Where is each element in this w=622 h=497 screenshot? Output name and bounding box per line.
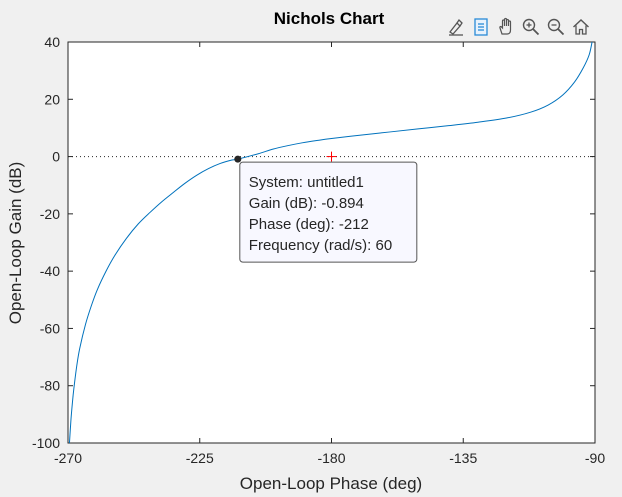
chart-title: Nichols Chart — [274, 9, 385, 28]
x-axis-label: Open-Loop Phase (deg) — [240, 474, 422, 493]
x-tick-label: -135 — [449, 450, 477, 466]
data-tip-line: Frequency (rad/s): 60 — [249, 237, 392, 254]
data-tip[interactable]: System: untitled1 Gain (dB): -0.894 Phas… — [234, 155, 418, 263]
nichols-response-line[interactable] — [68, 41, 593, 444]
home-icon — [573, 19, 589, 35]
y-tick-label: 40 — [44, 34, 60, 50]
home-button[interactable] — [569, 15, 593, 39]
y-tick-label: -20 — [40, 206, 60, 222]
y-tick-label: -80 — [40, 378, 60, 394]
data-tips-icon — [474, 18, 488, 36]
x-tick-label: -225 — [186, 450, 214, 466]
zoom-in-icon — [522, 18, 540, 36]
y-tick-label: 0 — [52, 149, 60, 165]
data-tip-box — [239, 161, 418, 263]
y-tick-label: -40 — [40, 263, 60, 279]
data-tip-line: System: untitled1 — [249, 174, 364, 191]
x-tick-label: -270 — [54, 450, 82, 466]
series-layer — [68, 41, 593, 444]
pan-icon — [499, 17, 512, 35]
zoom-in-button[interactable] — [519, 15, 543, 39]
pan-button[interactable] — [494, 15, 518, 39]
data-tips-button[interactable] — [469, 15, 493, 39]
data-tip-marker[interactable] — [234, 155, 242, 163]
brush-button[interactable] — [444, 15, 468, 39]
axis-ticks: -270 -225 -180 -135 -90 -100 -80 -60 -40 -20 0 20 40 — [32, 34, 605, 466]
critical-point-marker — [326, 151, 337, 162]
y-tick-label: -60 — [40, 320, 60, 336]
data-tip-line: Gain (dB): -0.894 — [249, 195, 364, 212]
y-tick-label: -100 — [32, 435, 60, 451]
zoom-out-icon — [547, 18, 565, 36]
x-tick-label: -90 — [585, 450, 605, 466]
brush-icon — [449, 18, 463, 36]
data-tip-line: Phase (deg): -212 — [249, 216, 369, 233]
zoom-out-button[interactable] — [544, 15, 568, 39]
axes-toolbar — [444, 15, 593, 39]
x-tick-label: -180 — [317, 450, 345, 466]
y-tick-label: 20 — [44, 91, 60, 107]
y-axis-label: Open-Loop Gain (dB) — [6, 162, 25, 325]
